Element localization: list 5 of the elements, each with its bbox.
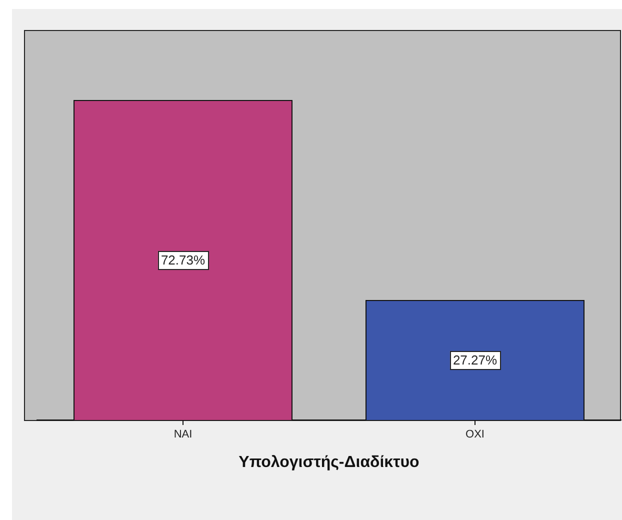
data-label: 27.27% [452, 352, 498, 368]
x-tick-label: ΝΑΙ [174, 428, 192, 441]
x-tick-label: ΟΧΙ [466, 428, 484, 441]
data-label: 72.73% [160, 252, 206, 268]
x-axis-title: Υπολογιστής-Διαδίκτυο [238, 454, 420, 471]
